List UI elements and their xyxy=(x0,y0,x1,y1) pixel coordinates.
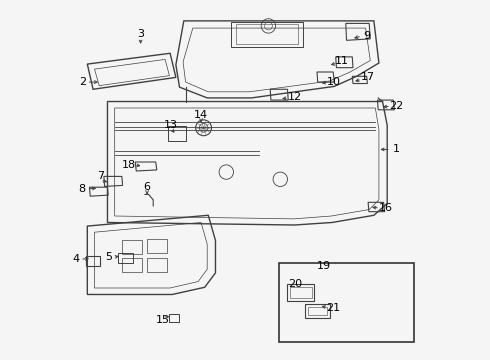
Bar xyxy=(147,258,167,272)
Text: 12: 12 xyxy=(288,92,302,102)
Bar xyxy=(147,239,167,253)
Text: 8: 8 xyxy=(79,184,86,194)
Text: 22: 22 xyxy=(389,101,403,111)
Bar xyxy=(118,253,133,263)
Bar xyxy=(168,126,186,141)
Text: 9: 9 xyxy=(363,31,370,41)
Bar xyxy=(291,287,312,298)
Text: 7: 7 xyxy=(97,171,104,181)
Bar xyxy=(86,256,99,266)
Text: 2: 2 xyxy=(79,77,86,87)
Text: 18: 18 xyxy=(122,160,136,170)
Text: 21: 21 xyxy=(326,303,340,313)
Text: 13: 13 xyxy=(164,120,178,130)
Bar xyxy=(308,307,327,315)
Bar xyxy=(169,314,179,322)
Text: 19: 19 xyxy=(317,261,331,271)
Text: 11: 11 xyxy=(335,56,349,66)
Text: 20: 20 xyxy=(288,279,302,289)
Text: 6: 6 xyxy=(144,182,150,192)
Text: 15: 15 xyxy=(156,315,170,325)
Bar xyxy=(305,304,330,318)
Text: 17: 17 xyxy=(360,72,374,82)
Text: 4: 4 xyxy=(72,254,79,264)
Bar xyxy=(122,240,142,254)
Text: 5: 5 xyxy=(105,252,112,262)
Text: 3: 3 xyxy=(137,29,144,39)
Bar xyxy=(279,263,414,342)
Text: 14: 14 xyxy=(194,110,208,120)
Bar xyxy=(288,284,315,301)
Text: 16: 16 xyxy=(378,203,392,213)
Text: 1: 1 xyxy=(392,144,400,154)
Text: 10: 10 xyxy=(327,77,341,87)
Bar xyxy=(122,258,142,272)
